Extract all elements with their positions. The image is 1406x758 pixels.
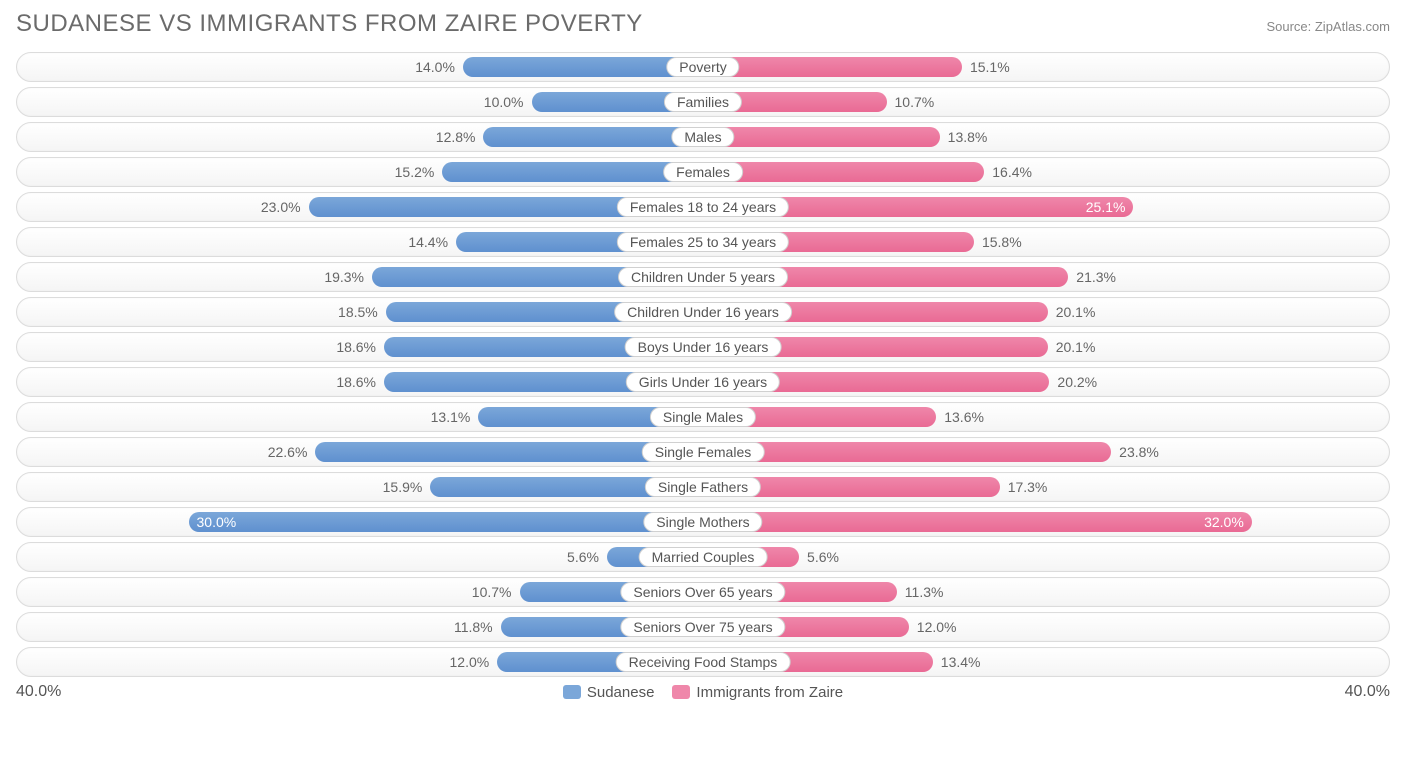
value-right: 12.0%: [917, 613, 957, 641]
chart-row: 18.6% 20.1% Boys Under 16 years: [16, 332, 1390, 362]
value-left: 15.2%: [395, 158, 435, 186]
value-right: 13.8%: [948, 123, 988, 151]
chart-row: 14.0% 15.1% Poverty: [16, 52, 1390, 82]
value-right: 20.1%: [1056, 333, 1096, 361]
category-label: Seniors Over 75 years: [620, 617, 785, 637]
value-right: 32.0%: [1204, 508, 1244, 536]
chart-row: 18.5% 20.1% Children Under 16 years: [16, 297, 1390, 327]
chart-row: 10.0% 10.7% Families: [16, 87, 1390, 117]
chart-source: Source: ZipAtlas.com: [1266, 19, 1390, 34]
category-label: Children Under 5 years: [618, 267, 788, 287]
value-left: 19.3%: [324, 263, 364, 291]
value-right: 20.1%: [1056, 298, 1096, 326]
chart-title: SUDANESE VS IMMIGRANTS FROM ZAIRE POVERT…: [16, 10, 643, 38]
category-label: Females 25 to 34 years: [617, 232, 789, 252]
chart-row: 12.8% 13.8% Males: [16, 122, 1390, 152]
legend-swatch-left: [563, 685, 581, 699]
chart-header: SUDANESE VS IMMIGRANTS FROM ZAIRE POVERT…: [16, 10, 1390, 38]
butterfly-chart: 14.0% 15.1% Poverty 10.0% 10.7% Families 12.8%…: [16, 52, 1390, 677]
value-left: 10.7%: [472, 578, 512, 606]
chart-row: 12.0% 13.4% Receiving Food Stamps: [16, 647, 1390, 677]
category-label: Children Under 16 years: [614, 302, 792, 322]
bar-right: [703, 57, 962, 77]
value-right: 17.3%: [1008, 473, 1048, 501]
value-right: 15.1%: [970, 53, 1010, 81]
chart-row: 18.6% 20.2% Girls Under 16 years: [16, 367, 1390, 397]
legend-label-left: Sudanese: [587, 684, 655, 701]
category-label: Receiving Food Stamps: [616, 652, 791, 672]
category-label: Single Fathers: [645, 477, 761, 497]
value-right: 13.6%: [944, 403, 984, 431]
value-right: 15.8%: [982, 228, 1022, 256]
value-right: 13.4%: [941, 648, 981, 676]
category-label: Males: [671, 127, 734, 147]
value-left: 15.9%: [383, 473, 423, 501]
bar-left: [483, 127, 703, 147]
value-left: 18.5%: [338, 298, 378, 326]
category-label: Single Males: [650, 407, 756, 427]
chart-footer: 40.0% Sudanese Immigrants from Zaire 40.…: [16, 683, 1390, 701]
value-left: 23.0%: [261, 193, 301, 221]
value-left: 22.6%: [268, 438, 308, 466]
category-label: Single Females: [642, 442, 765, 462]
value-right: 21.3%: [1076, 263, 1116, 291]
category-label: Females: [663, 162, 743, 182]
value-right: 25.1%: [1086, 193, 1126, 221]
chart-row: 14.4% 15.8% Females 25 to 34 years: [16, 227, 1390, 257]
category-label: Single Mothers: [643, 512, 762, 532]
category-label: Girls Under 16 years: [626, 372, 780, 392]
value-left: 30.0%: [197, 508, 237, 536]
value-left: 18.6%: [336, 368, 376, 396]
chart-row: 15.9% 17.3% Single Fathers: [16, 472, 1390, 502]
chart-row: 30.0% 32.0% Single Mothers: [16, 507, 1390, 537]
category-label: Boys Under 16 years: [625, 337, 782, 357]
axis-max-right: 40.0%: [1345, 683, 1390, 701]
value-left: 14.0%: [415, 53, 455, 81]
chart-row: 10.7% 11.3% Seniors Over 65 years: [16, 577, 1390, 607]
legend-swatch-right: [672, 685, 690, 699]
bar-right: [703, 512, 1252, 532]
value-left: 14.4%: [408, 228, 448, 256]
chart-row: 13.1% 13.6% Single Males: [16, 402, 1390, 432]
value-right: 10.7%: [895, 88, 935, 116]
bar-right: [703, 162, 984, 182]
chart-row: 22.6% 23.8% Single Females: [16, 437, 1390, 467]
chart-row: 5.6% 5.6% Married Couples: [16, 542, 1390, 572]
category-label: Families: [664, 92, 742, 112]
category-label: Poverty: [666, 57, 739, 77]
value-left: 12.0%: [450, 648, 490, 676]
category-label: Females 18 to 24 years: [617, 197, 789, 217]
value-left: 10.0%: [484, 88, 524, 116]
chart-row: 15.2% 16.4% Females: [16, 157, 1390, 187]
legend-item-left: Sudanese: [563, 684, 655, 701]
legend: Sudanese Immigrants from Zaire: [563, 684, 843, 701]
legend-label-right: Immigrants from Zaire: [696, 684, 843, 701]
bar-left: [189, 512, 704, 532]
category-label: Seniors Over 65 years: [620, 582, 785, 602]
axis-max-left: 40.0%: [16, 683, 61, 701]
chart-row: 23.0% 25.1% Females 18 to 24 years: [16, 192, 1390, 222]
value-right: 20.2%: [1057, 368, 1097, 396]
value-left: 11.8%: [454, 613, 493, 641]
value-left: 18.6%: [336, 333, 376, 361]
legend-item-right: Immigrants from Zaire: [672, 684, 843, 701]
value-right: 23.8%: [1119, 438, 1159, 466]
value-right: 11.3%: [905, 578, 944, 606]
value-right: 5.6%: [807, 543, 839, 571]
chart-row: 11.8% 12.0% Seniors Over 75 years: [16, 612, 1390, 642]
value-right: 16.4%: [992, 158, 1032, 186]
value-left: 5.6%: [567, 543, 599, 571]
value-left: 13.1%: [431, 403, 471, 431]
bar-right: [703, 127, 940, 147]
value-left: 12.8%: [436, 123, 476, 151]
category-label: Married Couples: [639, 547, 768, 567]
chart-row: 19.3% 21.3% Children Under 5 years: [16, 262, 1390, 292]
